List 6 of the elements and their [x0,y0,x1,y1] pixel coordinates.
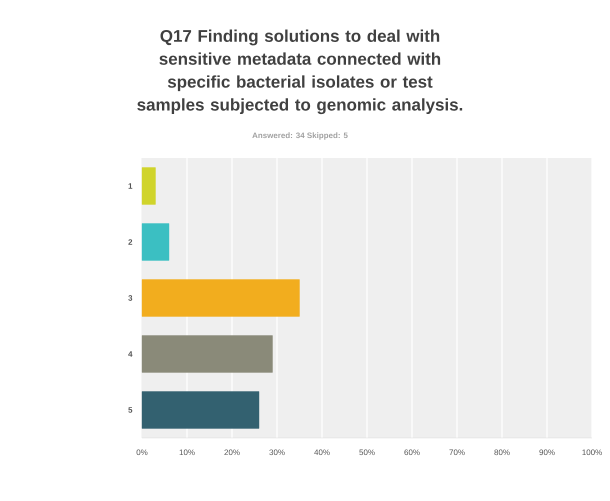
bar [142,335,273,373]
bar [142,279,300,317]
bar [142,391,260,429]
bar [142,167,156,205]
bar [142,223,170,261]
chart-title: Q17 Finding solutions to deal with sensitive metadata connected with specific bacterial isolates or test samples subjected to genomic analysis. [137,30,462,114]
